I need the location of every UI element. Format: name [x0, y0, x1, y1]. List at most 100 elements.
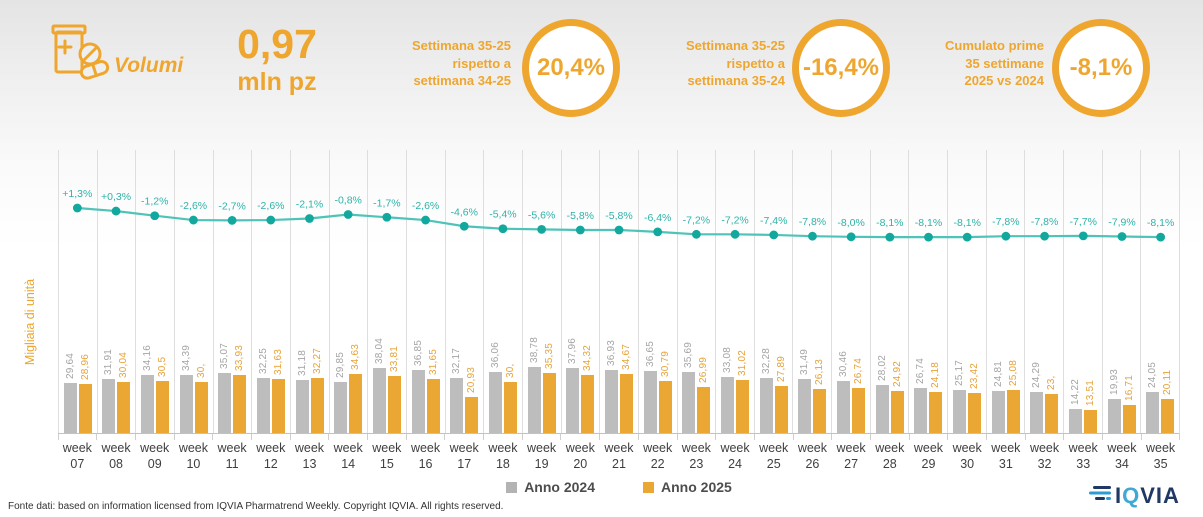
bar-anno-2024: [450, 378, 464, 433]
bar-anno-2025: [697, 387, 711, 433]
week-column: 30,46 26,74: [831, 150, 870, 433]
bar-value-label: 31,18: [296, 349, 308, 376]
kpi-label-line: settimana 35-24: [687, 73, 785, 89]
kpi-label-line: rispetto a: [452, 55, 511, 71]
bar-anno-2024: [836, 381, 850, 433]
bar-value-label: 30,: [195, 363, 207, 378]
legend-item-anno-2025: Anno 2025: [643, 479, 732, 495]
bar-anno-2025: [735, 380, 749, 433]
bar-value-label: 33,81: [389, 345, 401, 372]
bar-value-label: 36,06: [490, 341, 502, 368]
x-axis-label: week 30: [947, 434, 987, 474]
bar-anno-2025: [1045, 393, 1059, 433]
bars-area: 29,64 28,96 31,91 30,04 34,16 30,5 34,39 30, 35,…: [58, 150, 1180, 434]
x-axis-label: week 09: [134, 434, 174, 474]
bar-anno-2024: [1107, 399, 1121, 433]
bar-value-label: 34,67: [621, 344, 633, 371]
bar-anno-2024: [759, 378, 773, 433]
headline-stat: 0,97 mln pz: [210, 24, 344, 97]
x-axis-label: week 16: [405, 434, 445, 474]
bar-anno-2024: [373, 368, 387, 433]
bar-anno-2025: [813, 388, 827, 433]
bar-anno-2024: [1030, 391, 1044, 433]
week-column: 35,69 26,99: [676, 150, 716, 433]
bar-value-label: 24,92: [891, 360, 903, 387]
kpi-label-week-over-week: Settimana 35-25 rispetto a settimana 34-…: [383, 37, 511, 90]
bar-value-label: 35,35: [543, 342, 555, 369]
bar-anno-2025: [851, 387, 865, 433]
week-column: 32,17 20,93: [444, 150, 484, 433]
bar-value-label: 24,29: [1031, 361, 1043, 388]
bar-value-label: 13,51: [1084, 380, 1096, 407]
x-axis-label: week 31: [986, 434, 1026, 474]
bar-value-label: 26,74: [852, 357, 864, 384]
bar-anno-2024: [566, 368, 580, 433]
week-column: 31,91 30,04: [96, 150, 136, 433]
iqvia-logo: IQVIA: [1089, 481, 1191, 514]
week-column: 32,25 31,63: [251, 150, 290, 433]
week-column: 29,64 28,96: [58, 150, 97, 433]
bar-value-label: 38,78: [528, 337, 540, 364]
bar-anno-2024: [527, 367, 541, 433]
logo-letters-via: VIA: [1140, 483, 1180, 508]
week-column: 19,93 16,71: [1101, 150, 1141, 433]
bar-anno-2024: [334, 382, 348, 433]
bar-value-label: 31,65: [427, 349, 439, 376]
bar-anno-2025: [310, 378, 324, 433]
bar-anno-2024: [991, 390, 1005, 433]
logo-letter-i: I: [1115, 483, 1122, 508]
week-column: 33,08 31,02: [715, 150, 754, 433]
kpi-label-year-over-year: Settimana 35-25 rispetto a settimana 35-…: [653, 37, 785, 90]
bar-anno-2024: [914, 387, 928, 433]
kpi-value-year-over-year: -16,4%: [792, 19, 890, 117]
x-axis-label: week 35: [1140, 434, 1180, 474]
legend-swatch-2025: [643, 481, 654, 493]
bar-anno-2024: [798, 379, 812, 433]
bar-value-label: 33,08: [721, 346, 733, 373]
kpi-label-line: Cumulato prime: [945, 38, 1044, 53]
bar-value-label: 37,96: [567, 338, 579, 365]
week-column: 37,96 34,32: [560, 150, 600, 433]
x-axis-label: week 15: [367, 434, 407, 474]
legend-swatch-2024: [506, 481, 518, 493]
bar-value-label: 26,13: [814, 358, 826, 385]
x-axis-label: week 24: [715, 434, 755, 474]
bar-anno-2024: [489, 371, 503, 433]
bar-anno-2024: [682, 372, 696, 433]
bar-anno-2025: [156, 381, 170, 433]
bar-anno-2024: [102, 378, 116, 433]
bar-value-label: 32,27: [311, 348, 323, 375]
bar-value-label: 23,42: [968, 363, 980, 390]
kpi-label-line: settimana 34-25: [413, 73, 511, 89]
bar-anno-2025: [272, 379, 286, 433]
week-column: 29,85 34,63: [328, 150, 368, 433]
x-axis-label: week 18: [483, 434, 523, 474]
x-axis-label: week 10: [173, 434, 213, 474]
bar-value-label: 34,32: [582, 344, 594, 371]
bar-value-label: 34,39: [180, 344, 192, 371]
bar-value-label: 20,93: [466, 367, 478, 394]
x-axis-label: week 07: [57, 434, 97, 474]
x-axis-label: week 11: [212, 434, 252, 474]
week-column: 36,93 34,67: [599, 150, 638, 433]
bar-anno-2025: [465, 397, 479, 433]
bar-value-label: 35,07: [219, 343, 231, 370]
bar-value-label: 24,18: [930, 361, 942, 388]
week-column: 24,05 20,11: [1140, 150, 1179, 433]
bar-value-label: 31,02: [736, 350, 748, 377]
bar-value-label: 26,99: [698, 357, 710, 384]
kpi-label-line: 2025 vs 2024: [964, 73, 1044, 89]
week-column: 24,81 25,08: [985, 150, 1025, 433]
x-axis-label: week 17: [444, 434, 484, 474]
week-column: 36,06 30,: [483, 150, 522, 433]
bar-anno-2025: [1122, 404, 1136, 433]
bar-anno-2025: [504, 382, 518, 433]
week-column: 28,02 24,92: [869, 150, 909, 433]
x-axis-label: week 27: [831, 434, 871, 474]
bar-anno-2025: [194, 382, 208, 433]
bar-value-label: 36,65: [644, 340, 656, 367]
bar-anno-2025: [542, 372, 556, 433]
bar-anno-2024: [643, 370, 657, 433]
bar-anno-2024: [605, 370, 619, 433]
